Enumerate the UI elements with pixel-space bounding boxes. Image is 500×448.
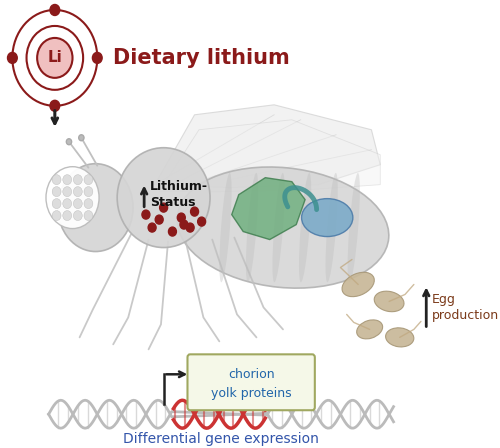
Circle shape xyxy=(148,223,156,232)
Polygon shape xyxy=(159,120,380,192)
Text: yolk proteins: yolk proteins xyxy=(211,387,292,400)
FancyBboxPatch shape xyxy=(188,354,315,410)
Circle shape xyxy=(74,187,82,197)
Text: chorion: chorion xyxy=(228,368,274,381)
Ellipse shape xyxy=(302,198,353,237)
Ellipse shape xyxy=(374,291,404,312)
Polygon shape xyxy=(232,178,305,240)
Circle shape xyxy=(63,175,72,185)
Circle shape xyxy=(186,223,194,232)
Circle shape xyxy=(168,227,176,236)
Circle shape xyxy=(37,38,72,78)
Circle shape xyxy=(74,211,82,220)
Circle shape xyxy=(8,52,17,63)
Text: Egg
production: Egg production xyxy=(432,293,498,322)
Text: Li: Li xyxy=(48,50,62,65)
Circle shape xyxy=(52,198,61,209)
Text: Lithium-
Status: Lithium- Status xyxy=(150,181,208,209)
Circle shape xyxy=(142,210,150,219)
Circle shape xyxy=(74,175,82,185)
Circle shape xyxy=(198,217,205,226)
Ellipse shape xyxy=(342,272,374,297)
Circle shape xyxy=(52,175,61,185)
Circle shape xyxy=(66,139,71,145)
Ellipse shape xyxy=(177,167,389,288)
Circle shape xyxy=(84,211,93,220)
Circle shape xyxy=(52,211,61,220)
Ellipse shape xyxy=(220,173,232,282)
Circle shape xyxy=(180,220,188,229)
Circle shape xyxy=(50,100,59,111)
Circle shape xyxy=(84,175,93,185)
Ellipse shape xyxy=(46,167,99,228)
Circle shape xyxy=(52,187,61,197)
Ellipse shape xyxy=(299,173,311,282)
Ellipse shape xyxy=(117,148,210,248)
Circle shape xyxy=(63,198,72,209)
Circle shape xyxy=(92,52,102,63)
Ellipse shape xyxy=(356,320,382,339)
Ellipse shape xyxy=(272,173,284,282)
Ellipse shape xyxy=(326,173,338,282)
Ellipse shape xyxy=(348,173,360,282)
Circle shape xyxy=(160,203,168,212)
Circle shape xyxy=(50,4,59,16)
Polygon shape xyxy=(155,105,380,188)
Circle shape xyxy=(178,213,186,222)
Ellipse shape xyxy=(246,173,258,282)
Circle shape xyxy=(78,135,84,141)
Circle shape xyxy=(84,198,93,209)
Circle shape xyxy=(63,211,72,220)
Text: Differential gene expression: Differential gene expression xyxy=(123,432,319,446)
Circle shape xyxy=(63,187,72,197)
Circle shape xyxy=(84,187,93,197)
Circle shape xyxy=(74,198,82,209)
Circle shape xyxy=(155,215,163,224)
Circle shape xyxy=(190,207,198,216)
Text: Dietary lithium: Dietary lithium xyxy=(113,48,290,68)
Ellipse shape xyxy=(386,328,414,347)
Ellipse shape xyxy=(58,164,133,251)
